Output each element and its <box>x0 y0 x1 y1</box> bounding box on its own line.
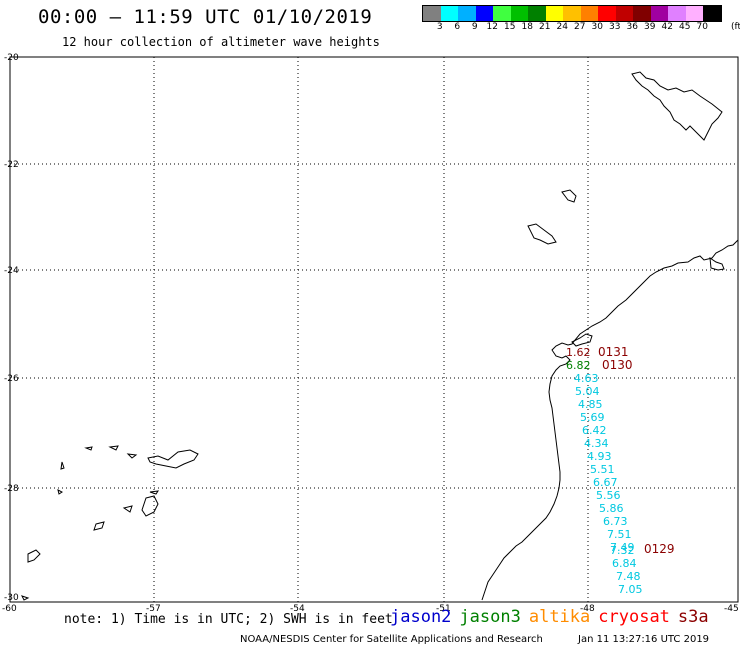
swh-value: 5.04 <box>575 385 600 398</box>
swh-value: 6.73 <box>603 515 628 528</box>
islands-west <box>21 445 199 601</box>
island-small <box>561 189 577 203</box>
satellite-cryosat: cryosat <box>598 607 670 627</box>
legend-swatch <box>545 6 563 21</box>
color-scale-legend <box>422 5 722 22</box>
map-subtitle: 12 hour collection of altimeter wave hei… <box>62 35 380 49</box>
latitude-labels: -20 -22 -24 -26 -28 -30 <box>4 53 19 603</box>
legend-swatch <box>458 6 476 21</box>
swh-value: 5.69 <box>580 411 605 424</box>
color-scale-labels: 3 6 9 12 15 18 21 24 27 30 33 36 39 42 45 70 <box>422 22 711 32</box>
footer-note: note: 1) Time is in UTC; 2) SWH is in fe… <box>64 612 393 627</box>
legend-swatch <box>615 6 633 21</box>
legend-label: 36 <box>626 22 638 32</box>
swh-value: 6.42 <box>582 424 607 437</box>
satellite-altika: altika <box>528 607 591 627</box>
swh-value: 5.56 <box>596 489 621 502</box>
legend-label: 39 <box>644 22 656 32</box>
pass-id-label: 0131 <box>598 345 629 359</box>
swh-value: 6.67 <box>593 476 618 489</box>
generated-timestamp: Jan 11 13:27:16 UTC 2019 <box>578 634 710 645</box>
legend-swatch <box>598 6 616 21</box>
map-frame <box>9 56 739 603</box>
swh-value: 7.05 <box>618 583 643 596</box>
legend-label: 15 <box>504 22 516 32</box>
legend-label: 24 <box>556 22 568 32</box>
swh-value: 4.85 <box>578 398 603 411</box>
island-small <box>527 223 557 245</box>
legend-swatch <box>475 6 493 21</box>
lon-label: -60 <box>2 604 17 614</box>
pass-id-label: 0129 <box>644 542 675 556</box>
lon-label: -57 <box>146 604 161 614</box>
lat-label: -28 <box>4 484 19 494</box>
legend-swatch <box>650 6 668 21</box>
legend-label: 3 <box>436 22 443 32</box>
legend-unit: (ft) <box>731 22 740 32</box>
island-cluster-north <box>631 71 723 141</box>
lon-label: -51 <box>436 604 451 614</box>
legend-swatch <box>580 6 598 21</box>
swh-track-labels: 1.626.824.635.044.855.696.424.344.935.51… <box>566 346 643 596</box>
lat-label: -30 <box>4 593 19 603</box>
legend-swatch <box>668 6 686 21</box>
swh-value: 6.82 <box>566 359 591 372</box>
swh-value: 7.48 <box>616 570 641 583</box>
swh-value: 4.34 <box>584 437 609 450</box>
lon-label: -54 <box>290 604 305 614</box>
swh-value: 4.93 <box>587 450 612 463</box>
legend-swatch <box>563 6 581 21</box>
legend-swatch <box>440 6 458 21</box>
lat-label: -22 <box>4 160 19 170</box>
legend-label: 18 <box>521 22 533 32</box>
satellite-jason3: jason3 <box>459 607 521 627</box>
coastline-lagoon <box>709 256 725 271</box>
legend-label: 70 <box>696 22 708 32</box>
legend-label: 27 <box>574 22 586 32</box>
swh-value: 7.49 <box>610 541 635 554</box>
map-title: 00:00 – 11:59 UTC 01/10/2019 <box>38 6 373 28</box>
satellite-s3a: s3a <box>677 607 709 627</box>
longitude-labels: -60 -57 -54 -51 -48 -45 <box>2 604 739 614</box>
coastline-bay <box>571 333 593 347</box>
legend-label: 30 <box>591 22 603 32</box>
legend-swatch <box>703 6 721 21</box>
lat-label: -24 <box>4 266 19 276</box>
swh-value: 7.51 <box>607 528 632 541</box>
swh-value: 5.86 <box>599 502 624 515</box>
swh-value: 4.63 <box>574 372 599 385</box>
lat-label: -26 <box>4 374 19 384</box>
legend-label: 45 <box>679 22 691 32</box>
satellite-legend: jason2 jason3 altika cryosat s3a <box>390 607 717 627</box>
graticule <box>10 57 738 602</box>
credit-line: NOAA/NESDIS Center for Satellite Applica… <box>240 634 543 645</box>
pass-id-label: 0130 <box>602 358 633 372</box>
legend-label: 42 <box>661 22 673 32</box>
legend-label: 6 <box>454 22 461 32</box>
swh-value: 5.51 <box>590 463 615 476</box>
legend-label: 21 <box>539 22 551 32</box>
legend-swatch <box>493 6 511 21</box>
swh-value: 6.84 <box>612 557 637 570</box>
swh-value: 1.62 <box>566 346 591 359</box>
legend-swatch <box>423 6 441 21</box>
legend-label: 33 <box>609 22 621 32</box>
legend-swatch <box>528 6 546 21</box>
lon-label: -45 <box>724 604 739 614</box>
legend-label: 12 <box>486 22 498 32</box>
legend-swatch <box>685 6 703 21</box>
satellite-jason2: jason2 <box>390 607 452 627</box>
coastline-brazil <box>481 239 739 601</box>
lon-label: -48 <box>580 604 595 614</box>
swh-value: 7.32 <box>610 544 635 557</box>
legend-swatch <box>633 6 651 21</box>
lat-label: -20 <box>4 53 19 63</box>
legend-swatch <box>510 6 528 21</box>
legend-label: 9 <box>471 22 478 32</box>
